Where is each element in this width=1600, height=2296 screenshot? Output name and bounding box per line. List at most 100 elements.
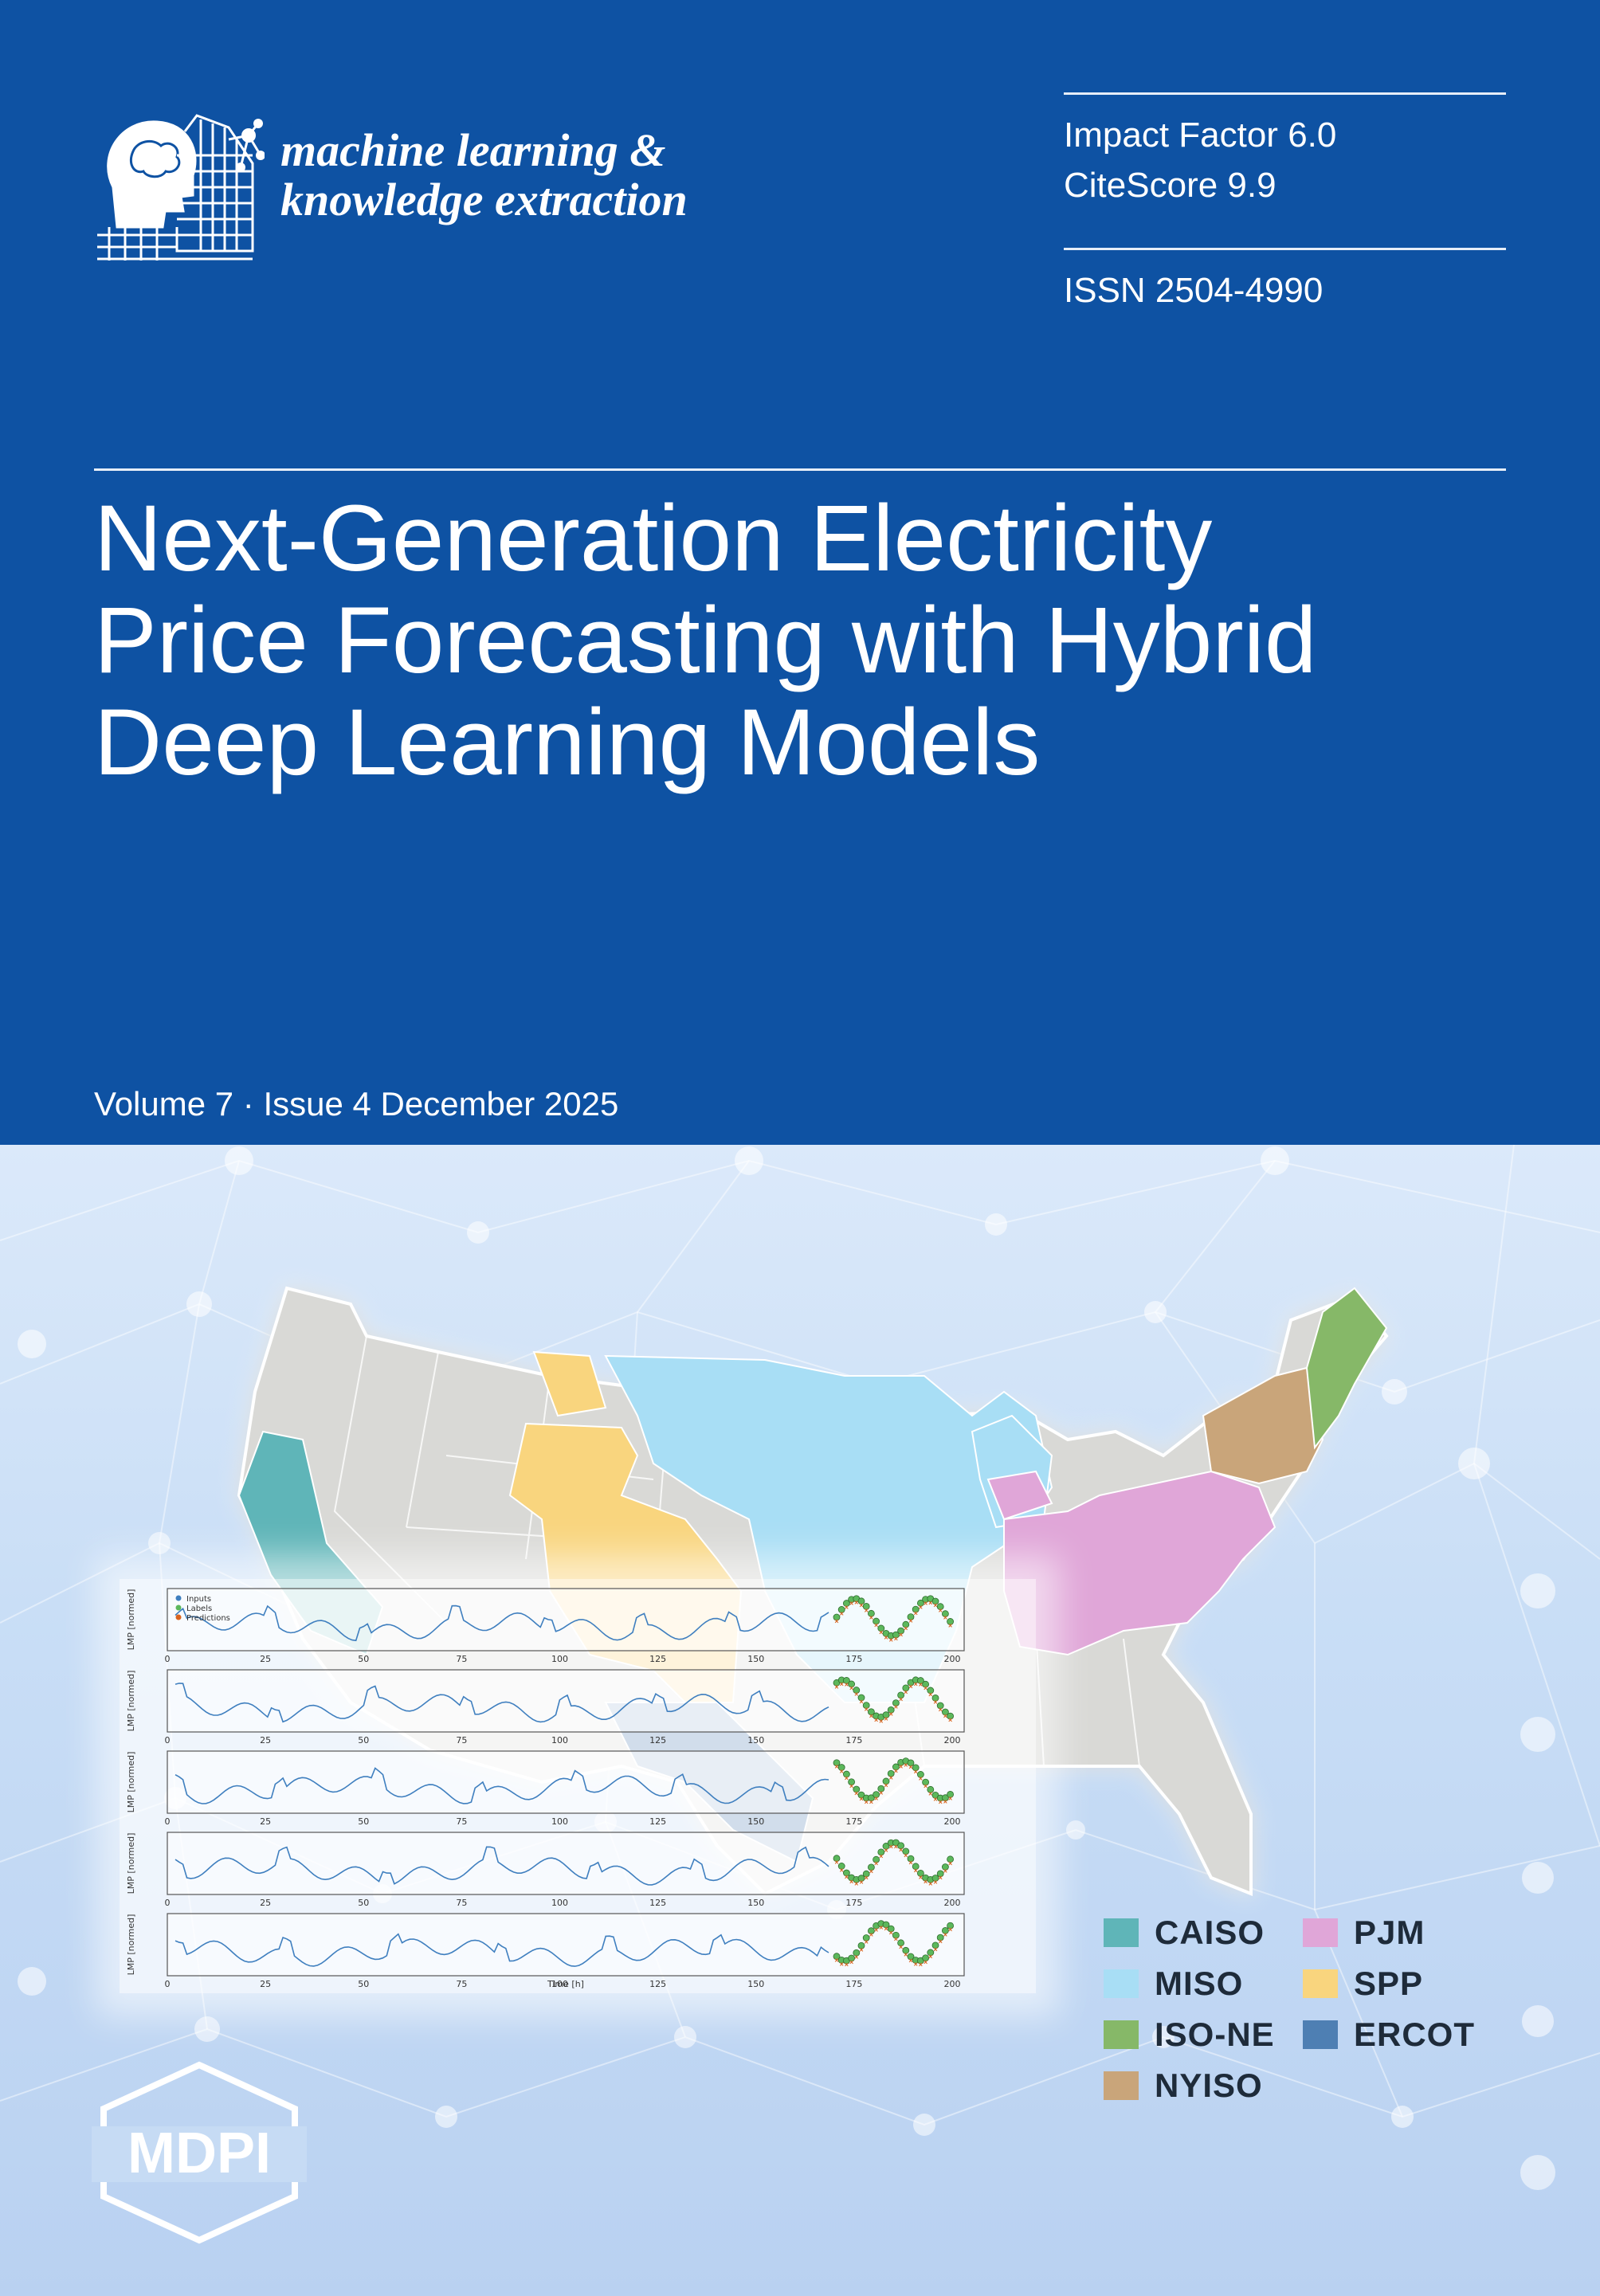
article-title-line2: Price Forecasting with Hybrid [94,588,1317,693]
prediction-marker: × [933,1945,937,1953]
x-tick-label: 0 [165,1979,171,1989]
region-spp-north [532,1350,607,1417]
inputs-series-line [175,1933,829,1967]
cover-header: machine learning & knowledge extraction … [0,0,1600,1145]
x-tick-label: 200 [944,1654,961,1664]
plot-legend-marker [175,1614,182,1620]
prediction-marker: × [884,1715,888,1723]
prediction-marker: × [859,1945,863,1953]
x-tick-label: 125 [649,1654,666,1664]
prediction-marker: × [899,1846,903,1854]
label-marker [853,1785,861,1793]
prediction-marker: × [884,1633,888,1641]
prediction-marker: × [894,1843,898,1851]
cover-artwork: LMP [normed] 0 25 50 75 100 125 150 175 200 × × × × × ×… [0,1145,1600,2296]
label-marker [843,1677,850,1684]
label-marker [868,1863,875,1871]
prediction-marker: × [849,1782,853,1790]
label-marker [922,1778,929,1786]
y-axis-label: LMP [normed] [126,1589,136,1651]
label-marker [837,1606,845,1613]
label-marker [848,1954,855,1962]
prediction-marker: × [865,1874,869,1882]
legend-item-miso: MISO [1104,1965,1243,2003]
prediction-marker: × [899,1631,903,1639]
label-marker [857,1597,865,1605]
label-marker [947,1712,954,1720]
prediction-marker: × [894,1767,898,1775]
prediction-marker: × [924,1958,927,1966]
label-marker [907,1613,915,1621]
x-tick-label: 25 [260,1979,271,1989]
prediction-marker: × [840,1866,844,1874]
label-marker [931,1941,939,1949]
label-marker [892,1931,900,1939]
label-marker [902,1847,910,1855]
journal-name: machine learning & knowledge extraction [280,126,688,225]
label-marker [927,1949,935,1957]
region-isone [1305,1287,1388,1450]
prediction-marker: × [914,1961,918,1969]
prediction-marker: × [914,1867,918,1875]
prediction-marker: × [859,1795,863,1803]
x-tick-label: 175 [845,1979,862,1989]
prediction-marker: × [884,1846,888,1854]
prediction-marker: × [919,1873,923,1881]
legend-label: SPP [1354,1965,1424,2002]
prediction-marker: × [924,1782,927,1790]
label-marker [912,1605,920,1613]
x-tick-label: 175 [845,1898,862,1908]
label-marker [833,1613,841,1621]
prediction-marker: × [899,1943,903,1951]
issue-info: Volume 7 · Issue 4 December 2025 [94,1085,619,1123]
label-marker [897,1842,904,1850]
plot-panel [167,1750,965,1814]
prediction-marker: × [904,1851,908,1859]
label-marker [843,1600,850,1607]
prediction-marker: × [924,1684,927,1692]
prediction-marker: × [939,1798,943,1806]
prediction-marker: × [919,1961,923,1969]
x-tick-label: 125 [649,1816,666,1827]
prediction-marker: × [933,1879,937,1887]
prediction-marker: × [904,1624,908,1632]
prediction-marker: × [939,1607,943,1615]
prediction-marker: × [869,1867,873,1875]
inputs-series-line [175,1683,829,1723]
legend-item-caiso: CAISO [1104,1914,1265,1952]
x-tick-label: 50 [358,1816,369,1827]
y-axis-label: LMP [normed] [126,1833,136,1894]
prediction-marker: × [865,1606,869,1614]
prediction-marker: × [943,1614,947,1622]
prediction-marker: × [948,1716,952,1724]
plot-panel [167,1669,965,1733]
prediction-marker: × [845,1774,849,1782]
prediction-marker: × [928,1953,932,1961]
x-tick-label: 0 [165,1735,171,1746]
legend-label: CAISO [1155,1914,1265,1951]
label-marker [936,1603,944,1611]
prediction-marker: × [908,1683,912,1691]
prediction-marker: × [865,1706,869,1714]
x-tick-label: 175 [845,1654,862,1664]
label-marker [927,1785,935,1793]
prediction-marker: × [859,1879,863,1887]
label-marker [892,1763,900,1771]
prediction-marker: × [894,1635,898,1643]
prediction-marker: × [928,1789,932,1797]
prediction-marker: × [884,1925,888,1933]
label-marker [882,1843,890,1850]
plot-legend-marker [175,1604,182,1611]
label-marker [833,1759,841,1767]
prediction-marker: × [943,1798,947,1806]
label-marker [853,1687,861,1694]
prediction-marker: × [854,1691,858,1698]
prediction-marker: × [859,1698,863,1706]
legend-swatch [1104,2020,1139,2049]
prediction-marker: × [904,1688,908,1696]
x-tick-label: 125 [649,1898,666,1908]
label-marker [947,1922,954,1930]
label-marker [931,1875,939,1882]
prediction-marker: × [919,1603,923,1611]
plot-legend-label: Predictions [186,1614,230,1623]
